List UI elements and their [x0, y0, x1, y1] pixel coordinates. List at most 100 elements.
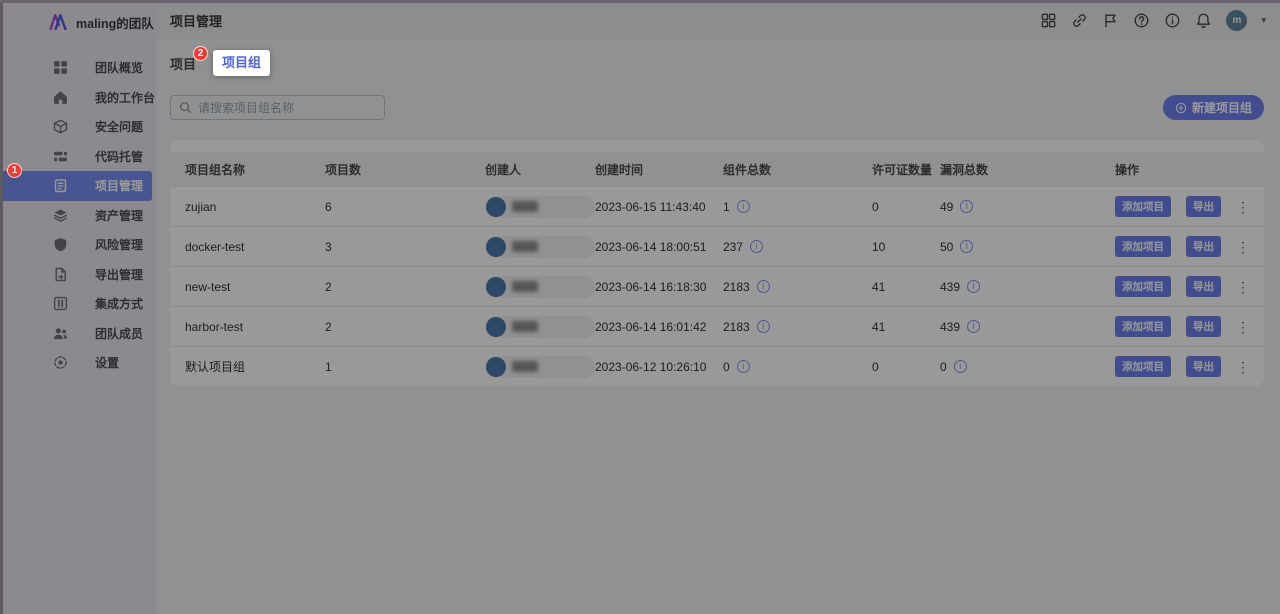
creator-name-redacted [512, 241, 538, 252]
sidebar-item-label: 我的工作台 [95, 90, 156, 105]
sidebar-item-label: 团队概览 [95, 61, 144, 76]
export-button[interactable]: 导出 [1186, 236, 1221, 257]
components-value: 1 [723, 199, 730, 214]
info-icon[interactable]: i [967, 320, 981, 333]
info-icon[interactable]: i [736, 200, 750, 213]
info-icon[interactable]: i [953, 360, 967, 373]
sidebar-item-label: 风险管理 [95, 238, 144, 253]
created-time: 2023-06-14 18:00:51 [595, 239, 707, 254]
components-total: 2183 i [723, 280, 872, 294]
export-button[interactable]: 导出 [1186, 196, 1221, 217]
creator [485, 195, 595, 218]
row-actions: 添加项目 导出 ⋮ [1115, 356, 1254, 377]
members-icon [53, 325, 69, 341]
flag-icon[interactable] [1102, 12, 1119, 29]
sidebar-item-label: 项目管理 [95, 179, 144, 194]
shield-icon [53, 237, 69, 253]
export-button[interactable]: 导出 [1186, 276, 1221, 297]
info-icon[interactable]: i [756, 320, 770, 333]
components-value: 237 [723, 239, 744, 254]
add-project-button[interactable]: 添加项目 [1115, 196, 1171, 217]
account-chevron-down-icon[interactable]: ▾ [1261, 14, 1266, 25]
search-input[interactable] [198, 100, 376, 115]
column-header: 漏洞总数 [940, 162, 989, 177]
sidebar-item-risk-management[interactable]: 风险管理 [3, 230, 156, 260]
toolbar: 新建项目组 [170, 95, 1264, 120]
column-header: 项目组名称 [185, 162, 246, 177]
vulns-total: 439 i [940, 320, 1115, 334]
sidebar-item-export-management[interactable]: 导出管理 [3, 260, 156, 290]
group-name: new-test [185, 279, 231, 294]
table-row: docker-test 3 2023-06-14 18:00:51 237 i 10 50 i… [170, 226, 1264, 266]
info-icon[interactable]: i [736, 360, 750, 373]
created-time: 2023-06-15 11:43:40 [595, 199, 706, 214]
sidebar-item-label: 资产管理 [95, 208, 144, 223]
creator [485, 275, 595, 298]
add-project-button[interactable]: 添加项目 [1115, 356, 1171, 377]
sidebar-item-asset-management[interactable]: 资产管理 [3, 201, 156, 231]
sidebar-nav: 团队概览我的工作台安全问题代码托管 项目管理 1 资产管理风险管理导出管理集成方式团队… [3, 53, 156, 378]
vulns-value: 439 [940, 279, 961, 294]
sidebar-item-team-overview[interactable]: 团队概览 [3, 53, 156, 83]
info-icon[interactable]: i [750, 240, 764, 253]
new-project-group-button[interactable]: 新建项目组 [1162, 95, 1264, 120]
content: 项目 2 项目组 新建项目组 项目组名称 项目数 创建人 创建时间 组件总数 许可证数量漏… [156, 40, 1280, 386]
creator-avatar [486, 276, 506, 297]
link-icon[interactable] [1071, 12, 1088, 29]
column-header: 项目数 [325, 162, 362, 177]
creator-name-redacted [512, 361, 538, 372]
creator-avatar [486, 236, 506, 257]
info-icon[interactable]: i [960, 240, 974, 253]
sidebar-item-code-hosting[interactable]: 代码托管 [3, 142, 156, 172]
team-switcher[interactable]: maling的团队 ▾ [3, 0, 167, 44]
tab-projects[interactable]: 项目 2 [170, 45, 209, 73]
sidebar-item-project-management[interactable]: 项目管理 1 [3, 163, 152, 201]
table-row: zujian 6 2023-06-15 11:43:40 1 i 0 49 i 添加项目 导出 ⋮ [170, 186, 1264, 226]
sidebar-item-integration[interactable]: 集成方式 [3, 289, 156, 319]
column-header: 操作 [1115, 162, 1140, 177]
group-name: zujian [185, 199, 217, 214]
column-header: 创建时间 [595, 162, 644, 177]
add-project-button[interactable]: 添加项目 [1115, 276, 1171, 297]
page-title: 项目管理 [170, 13, 223, 29]
sidebar-item-team-members[interactable]: 团队成员 [3, 319, 156, 349]
export-button[interactable]: 导出 [1186, 356, 1221, 377]
sidebar-item-my-workbench[interactable]: 我的工作台 [3, 83, 156, 113]
components-total: 2183 i [723, 320, 872, 334]
apps-grid-icon[interactable] [1040, 12, 1057, 29]
row-actions: 添加项目 导出 ⋮ [1115, 236, 1254, 257]
info-icon[interactable]: i [756, 280, 770, 293]
export-button[interactable]: 导出 [1186, 316, 1221, 337]
sidebar-item-label: 安全问题 [95, 120, 144, 135]
info-icon[interactable]: i [967, 280, 981, 293]
created-time: 2023-06-12 10:26:10 [595, 359, 707, 374]
info-circle-icon[interactable] [1164, 12, 1181, 29]
add-project-button[interactable]: 添加项目 [1115, 316, 1171, 337]
license-count: 0 [872, 199, 879, 214]
user-avatar[interactable]: m [1226, 9, 1248, 31]
tab-project-groups[interactable]: 项目组 [213, 50, 271, 76]
search-icon [179, 101, 192, 114]
team-name: maling的团队 [76, 16, 154, 31]
new-project-group-label: 新建项目组 [1191, 101, 1252, 115]
table-header: 项目组名称 项目数 创建人 创建时间 组件总数 许可证数量 漏洞总数 操作 [170, 152, 1264, 186]
components-value: 0 [723, 359, 730, 374]
add-project-button[interactable]: 添加项目 [1115, 236, 1171, 257]
help-icon[interactable] [1133, 12, 1150, 29]
window-top-edge [0, 0, 1280, 3]
license-count: 41 [872, 279, 886, 294]
bell-icon[interactable] [1195, 12, 1212, 29]
sidebar-item-security-issues[interactable]: 安全问题 [3, 112, 156, 142]
sidebar-item-label: 导出管理 [95, 267, 144, 282]
project-count: 6 [325, 199, 332, 214]
sidebar-item-settings[interactable]: 设置 [3, 348, 156, 378]
table-row: harbor-test 2 2023-06-14 16:01:42 2183 i 41 43… [170, 306, 1264, 346]
sidebar-item-label: 团队成员 [95, 326, 144, 341]
created-time: 2023-06-14 16:01:42 [595, 319, 707, 334]
info-icon[interactable]: i [960, 200, 974, 213]
group-name: docker-test [185, 239, 245, 254]
